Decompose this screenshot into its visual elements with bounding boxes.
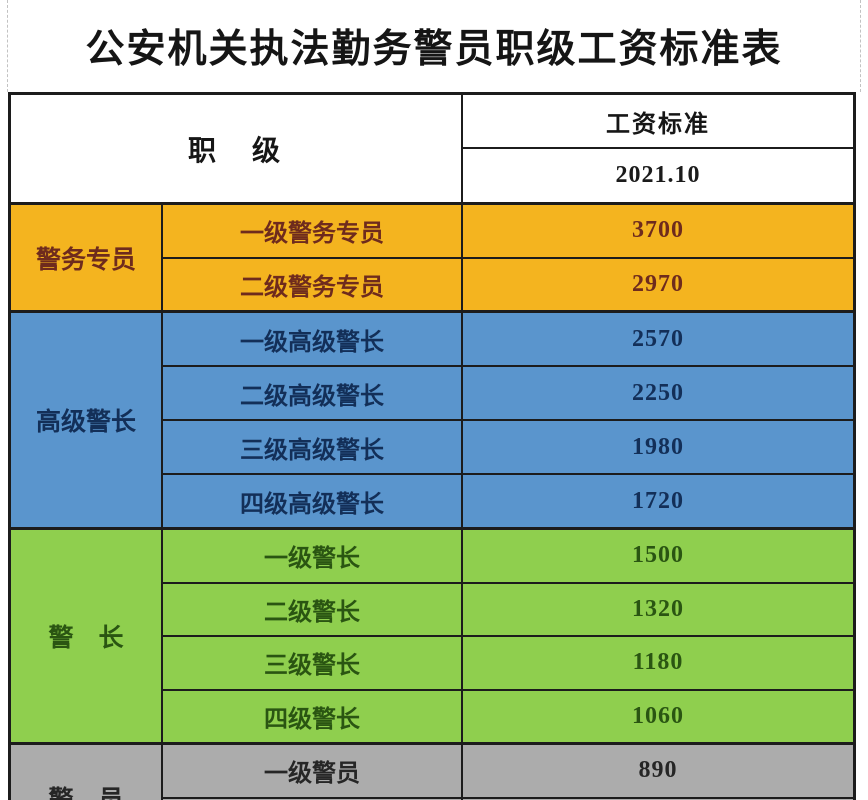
salary-standard-label: 工资标准 [463, 95, 853, 149]
rank-cell: 三级高级警长 [163, 421, 463, 473]
page-title-area: 公安机关执法勤务警员职级工资标准表 [7, 0, 861, 92]
table-row: 三级警长 1180 [163, 637, 853, 691]
group-label: 高级警长 [11, 313, 163, 527]
table-row: 四级警长 1060 [163, 690, 853, 742]
rank-column-header: 职 级 [11, 95, 463, 202]
table-row: 一级高级警长 2570 [163, 313, 853, 367]
section-senior-police-chief: 高级警长 一级高级警长 2570 二级高级警长 2250 三级高级警长 1980… [11, 310, 853, 527]
salary-period-label: 2021.10 [615, 162, 701, 188]
salary-value-cell: 2970 [632, 270, 684, 297]
salary-table: 职 级 工资标准 2021.10 警务专员 一级警务专员 3700 二级警务专员… [8, 92, 856, 800]
rank-cell: 一级警长 [163, 530, 463, 582]
section-rows: 一级警务专员 3700 二级警务专员 2970 [163, 205, 853, 310]
section-rows: 一级警员 890 [163, 745, 853, 800]
table-row: 二级警务专员 2970 [163, 258, 853, 310]
rank-cell: 一级警员 [163, 745, 463, 797]
section-rows: 一级高级警长 2570 二级高级警长 2250 三级高级警长 1980 四级高级… [163, 313, 853, 527]
table-row: 二级警长 1320 [163, 583, 853, 637]
salary-value-cell: 1720 [632, 487, 684, 514]
salary-value-cell: 1500 [632, 542, 684, 569]
section-police-chief: 警 长 一级警长 1500 二级警长 1320 三级警长 1180 四级警长 1… [11, 527, 853, 742]
rank-cell: 二级警务专员 [163, 258, 463, 310]
rank-cell: 四级警长 [163, 690, 463, 742]
salary-column-header: 工资标准 2021.10 [463, 95, 853, 202]
rank-cell [163, 798, 463, 800]
rank-cell: 二级警长 [163, 583, 463, 635]
rank-cell: 一级警务专员 [163, 205, 463, 257]
group-label: 警务专员 [11, 205, 163, 310]
salary-value-cell: 1980 [632, 433, 684, 460]
section-police-specialist: 警务专员 一级警务专员 3700 二级警务专员 2970 [11, 202, 853, 310]
table-row: 四级高级警长 1720 [163, 475, 853, 527]
rank-cell: 二级高级警长 [163, 367, 463, 419]
table-row: 一级警员 890 [163, 745, 853, 799]
rank-cell: 一级高级警长 [163, 313, 463, 365]
rank-cell: 三级警长 [163, 637, 463, 689]
salary-value-cell: 1320 [632, 595, 684, 622]
group-label: 警 员 [11, 745, 163, 800]
table-row: 三级高级警长 1980 [163, 421, 853, 475]
rank-cell: 四级高级警长 [163, 475, 463, 527]
section-rows: 一级警长 1500 二级警长 1320 三级警长 1180 四级警长 1060 [163, 530, 853, 742]
page-title: 公安机关执法勤务警员职级工资标准表 [85, 28, 783, 71]
section-police-officer: 警 员 一级警员 890 [11, 742, 853, 800]
table-row: 一级警长 1500 [163, 530, 853, 584]
salary-value-cell: 1060 [632, 702, 684, 729]
table-row-partial [163, 798, 853, 800]
salary-value-cell: 1180 [632, 649, 684, 676]
table-row: 一级警务专员 3700 [163, 205, 853, 259]
salary-value-cell: 890 [638, 757, 678, 784]
salary-value-cell: 3700 [632, 217, 684, 244]
salary-value-cell: 2250 [632, 379, 684, 406]
table-header-row: 职 级 工资标准 2021.10 [11, 95, 853, 202]
salary-value-cell: 2570 [632, 325, 684, 352]
table-row: 二级高级警长 2250 [163, 367, 853, 421]
group-label: 警 长 [11, 530, 163, 742]
